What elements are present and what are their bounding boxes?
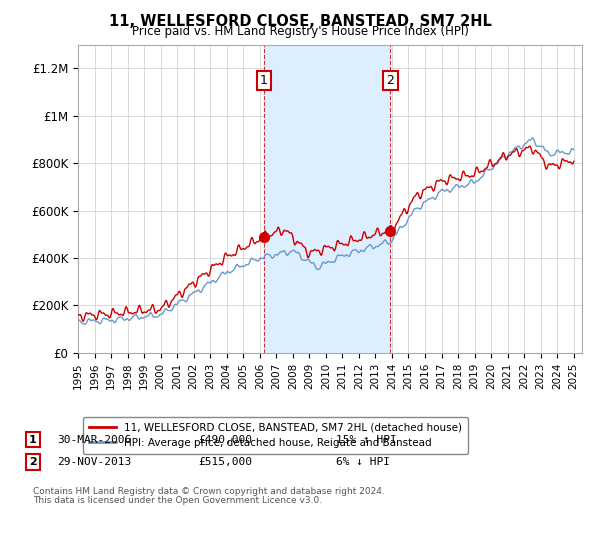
Text: 6% ↓ HPI: 6% ↓ HPI [336,457,390,467]
Text: 1: 1 [29,435,37,445]
Text: 1: 1 [260,74,268,87]
Bar [263,45,391,353]
Text: £515,000: £515,000 [198,457,252,467]
Text: Price paid vs. HM Land Registry's House Price Index (HPI): Price paid vs. HM Land Registry's House … [131,25,469,38]
Text: 29-NOV-2013: 29-NOV-2013 [57,457,131,467]
Text: Contains HM Land Registry data © Crown copyright and database right 2024.: Contains HM Land Registry data © Crown c… [33,487,385,496]
Text: 30-MAR-2006: 30-MAR-2006 [57,435,131,445]
Text: £490,000: £490,000 [198,435,252,445]
Text: 2: 2 [29,457,37,467]
Text: 15% ↑ HPI: 15% ↑ HPI [336,435,397,445]
Text: 11, WELLESFORD CLOSE, BANSTEAD, SM7 2HL: 11, WELLESFORD CLOSE, BANSTEAD, SM7 2HL [109,14,491,29]
Text: 2: 2 [386,74,394,87]
Text: This data is licensed under the Open Government Licence v3.0.: This data is licensed under the Open Gov… [33,496,322,505]
Legend: 11, WELLESFORD CLOSE, BANSTEAD, SM7 2HL (detached house), HPI: Average price, de: 11, WELLESFORD CLOSE, BANSTEAD, SM7 2HL … [83,417,468,454]
